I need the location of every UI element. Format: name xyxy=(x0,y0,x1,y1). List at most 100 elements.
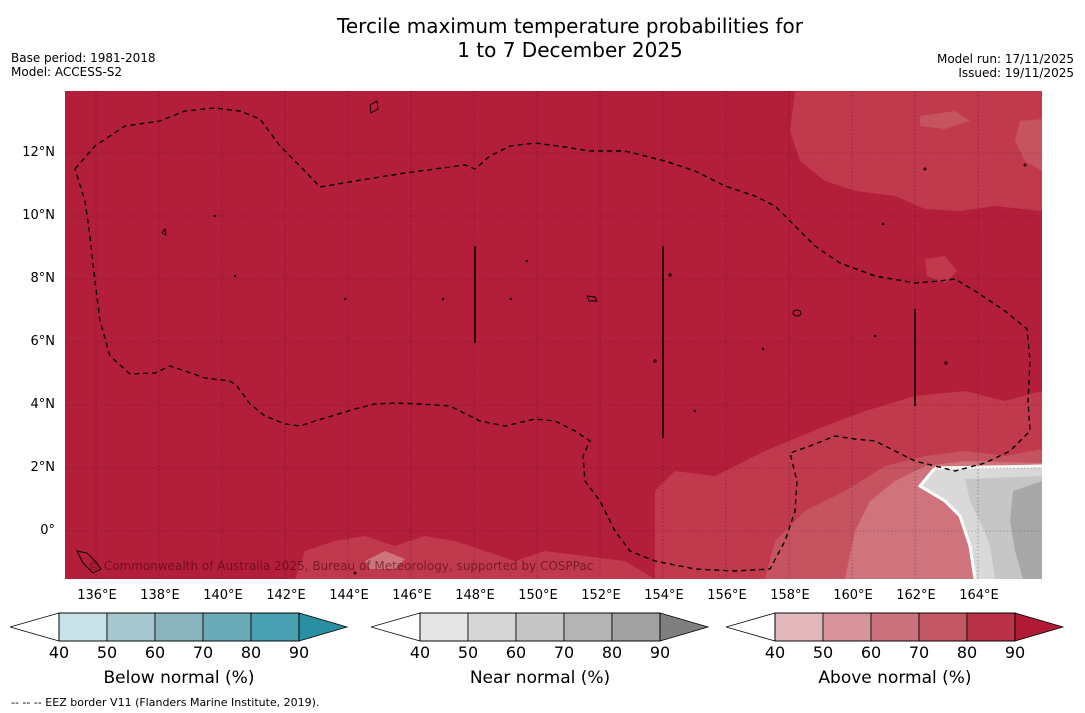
copyright-notice: © Commonwealth of Australia 2025, Bureau… xyxy=(88,559,594,573)
lon-label-162e: 162°E xyxy=(896,588,936,603)
colorbar-below-title: Below normal (%) xyxy=(103,668,255,688)
island-dot-10 xyxy=(761,347,765,351)
colorbar-below-segment-4 xyxy=(202,612,252,642)
colorbar-near-segment-1 xyxy=(419,612,469,642)
region-above-70-north-east xyxy=(790,91,1042,211)
island-chuuk xyxy=(586,295,598,302)
island-dot-11 xyxy=(881,222,885,226)
colorbar-above-tick-80: 80 xyxy=(956,643,978,662)
colorbar-above-tick-60: 60 xyxy=(860,643,882,662)
meta-left: Base period: 1981-2018 Model: ACCESS-S2 xyxy=(11,51,156,79)
probability-map xyxy=(65,91,1042,579)
island-dot-4 xyxy=(441,297,445,301)
lon-label-140e: 140°E xyxy=(203,588,243,603)
meta-right: Model run: 17/11/2025 Issued: 19/11/2025 xyxy=(937,52,1074,80)
lon-label-146e: 146°E xyxy=(392,588,432,603)
colorbar-above-title: Above normal (%) xyxy=(818,668,972,688)
lon-label-156e: 156°E xyxy=(707,588,747,603)
region-above-50-southwest xyxy=(365,551,405,569)
region-near-80 xyxy=(1010,481,1042,579)
eez-legend-footer: -- -- -- EEZ border V11 (Flanders Marine… xyxy=(11,696,320,709)
colorbar-below-segment-3 xyxy=(154,612,204,642)
region-above-60-north-east xyxy=(920,111,970,129)
island-dot-14 xyxy=(1023,163,1027,167)
island-dot-2 xyxy=(233,274,237,278)
lat-label-2n: 2°N xyxy=(30,460,56,475)
lon-label-164e: 164°E xyxy=(959,588,999,603)
colorbar-near-segment-2 xyxy=(467,612,517,642)
model-run-text: Model run: 17/11/2025 xyxy=(936,52,1074,66)
colorbar-above-segment-1 xyxy=(774,612,824,642)
colorbar-above-segment-3 xyxy=(870,612,920,642)
colorbar-below-tick-60: 60 xyxy=(144,643,166,662)
colorbar-near-segment-4 xyxy=(563,612,613,642)
lat-label-8n: 8°N xyxy=(30,271,56,286)
colorbar-below-segment-1 xyxy=(58,612,108,642)
island-dot-8 xyxy=(653,359,657,363)
lat-label-0: 0° xyxy=(40,523,55,538)
colorbar-below-tick-40: 40 xyxy=(48,643,70,662)
island-dot-13 xyxy=(944,361,948,365)
island-dot-16 xyxy=(353,571,357,575)
colorbar-below-tick-90: 90 xyxy=(288,643,310,662)
island-dot-3 xyxy=(343,297,347,301)
lon-label-150e: 150°E xyxy=(518,588,558,603)
lon-label-144e: 144°E xyxy=(329,588,369,603)
colorbar-near-tick-70: 70 xyxy=(553,643,575,662)
colorbar-below-min-arrow xyxy=(10,612,60,642)
colorbar-near-min-arrow xyxy=(371,612,421,642)
near-normal-white-outline xyxy=(917,464,1042,579)
lon-label-142e: 142°E xyxy=(266,588,306,603)
colorbar-above-min-arrow xyxy=(726,612,776,642)
colorbar-near-tick-90: 90 xyxy=(649,643,671,662)
colorbar-below-max-arrow xyxy=(298,612,349,642)
model-text: Model: ACCESS-S2 xyxy=(11,65,123,79)
island-pohnpei xyxy=(792,309,802,317)
map-title-line2: 1 to 7 December 2025 xyxy=(457,38,683,62)
colorbar-above-segment-2 xyxy=(822,612,872,642)
lon-label-148e: 148°E xyxy=(455,588,495,603)
island-guam xyxy=(369,100,379,114)
island-palau xyxy=(76,550,102,574)
island-dot-6 xyxy=(509,297,513,301)
colorbar-near-frame xyxy=(419,612,661,642)
colorbar-below-tick-50: 50 xyxy=(96,643,118,662)
island-dot-7 xyxy=(668,273,672,277)
colorbar-near-segment-3 xyxy=(515,612,565,642)
colorbar-above-segment-5 xyxy=(966,612,1016,642)
base-period-text: Base period: 1981-2018 xyxy=(11,51,156,65)
colorbar-near-tick-50: 50 xyxy=(457,643,479,662)
colorbar-below-frame xyxy=(58,612,300,642)
lon-label-152e: 152°E xyxy=(581,588,621,603)
issued-text: Issued: 19/11/2025 xyxy=(958,66,1074,80)
colorbar-above-tick-90: 90 xyxy=(1004,643,1026,662)
map-title: Tercile maximum temperature probabilitie… xyxy=(0,14,1085,62)
lon-label-160e: 160°E xyxy=(833,588,873,603)
island-dot-5 xyxy=(525,259,529,263)
lat-label-12n: 12°N xyxy=(22,145,55,160)
colorbar-near-tick-80: 80 xyxy=(601,643,623,662)
lon-label-154e: 154°E xyxy=(644,588,684,603)
colorbar-near-normal xyxy=(371,612,710,642)
island-dot-9 xyxy=(693,409,697,413)
eez-border xyxy=(74,107,1031,572)
colorbar-near-tick-40: 40 xyxy=(409,643,431,662)
region-above-70-east-patch xyxy=(925,256,957,283)
colorbar-above-tick-70: 70 xyxy=(908,643,930,662)
lat-label-6n: 6°N xyxy=(30,334,56,349)
lat-label-10n: 10°N xyxy=(22,208,55,223)
colorbar-below-tick-70: 70 xyxy=(192,643,214,662)
colorbar-above-tick-50: 50 xyxy=(812,643,834,662)
lat-label-4n: 4°N xyxy=(30,397,56,412)
colorbar-near-tick-60: 60 xyxy=(505,643,527,662)
colorbar-below-segment-2 xyxy=(106,612,156,642)
lon-label-158e: 158°E xyxy=(770,588,810,603)
colorbar-above-segment-4 xyxy=(918,612,968,642)
colorbar-below-tick-80: 80 xyxy=(240,643,262,662)
lon-label-136e: 136°E xyxy=(77,588,117,603)
lon-label-138e: 138°E xyxy=(140,588,180,603)
colorbar-near-segment-5 xyxy=(611,612,661,642)
islands xyxy=(76,100,1027,575)
island-dot-15 xyxy=(873,334,877,338)
island-dot-12 xyxy=(923,167,927,171)
